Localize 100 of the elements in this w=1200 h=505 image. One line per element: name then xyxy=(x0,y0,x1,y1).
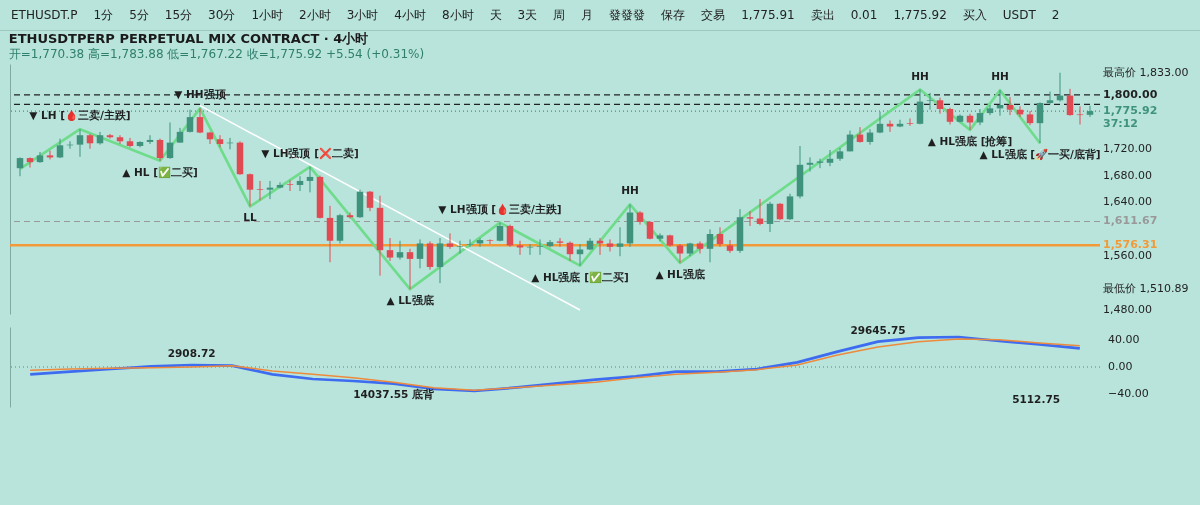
candlestick xyxy=(156,138,164,162)
candlestick xyxy=(706,228,714,263)
text: 8小时 xyxy=(440,6,475,24)
candlestick xyxy=(726,239,734,254)
text: 1分 xyxy=(92,6,115,24)
candlestick xyxy=(296,175,304,192)
text: 保存 xyxy=(660,6,687,24)
y-tick-label: 1,720.00 xyxy=(1103,141,1152,155)
candlestick xyxy=(216,134,224,148)
text: 2小时 xyxy=(298,6,332,24)
y-tick-label: 1,560.00 xyxy=(1103,249,1152,263)
annotation: ▲ LL强底 xyxy=(386,294,434,307)
candlestick xyxy=(346,212,354,220)
candlestick xyxy=(696,240,704,255)
candlestick xyxy=(256,180,264,201)
annotation: HH xyxy=(991,70,1009,83)
text: 3小时 xyxy=(345,6,380,24)
candlestick xyxy=(116,134,124,145)
candlestick xyxy=(56,138,64,159)
candlestick xyxy=(456,240,464,255)
text: ETHUSDT.P xyxy=(10,7,79,24)
text: USDT xyxy=(1001,7,1037,24)
candlestick xyxy=(436,237,444,284)
candlestick xyxy=(1006,96,1014,116)
ref-line-label: 1,800.00 xyxy=(1103,87,1158,101)
text: 1,775.91 xyxy=(740,7,796,24)
candlestick xyxy=(306,166,314,193)
candlestick xyxy=(656,232,664,242)
candlestick xyxy=(276,181,284,189)
candlestick xyxy=(986,104,994,116)
candlestick xyxy=(536,238,544,256)
candlestick xyxy=(676,243,684,264)
candlestick xyxy=(196,107,204,134)
candlestick xyxy=(396,240,404,261)
candlestick xyxy=(576,243,584,267)
annotation: 29645.75 xyxy=(850,323,906,336)
candlestick xyxy=(426,240,434,271)
candlestick xyxy=(286,179,294,192)
candlestick xyxy=(326,205,334,263)
annotation: ▼ LH [🩸三卖/主跌] xyxy=(29,109,131,123)
candlestick xyxy=(616,226,624,257)
annotation: HH xyxy=(621,184,639,197)
y-tick-label: 1,680.00 xyxy=(1103,168,1152,182)
candlestick xyxy=(106,133,114,140)
candlestick xyxy=(806,156,814,173)
candlestick xyxy=(386,237,394,262)
y-tick-label: 最低价 1,510.89 xyxy=(1103,282,1189,296)
candlestick xyxy=(746,210,754,227)
candlestick xyxy=(1046,91,1054,105)
candlestick xyxy=(926,92,934,111)
y-tick-label: 0.00 xyxy=(1108,360,1133,373)
candlestick xyxy=(606,238,614,252)
candlestick xyxy=(166,121,174,160)
candlestick xyxy=(506,224,514,248)
y-tick-label: 40.00 xyxy=(1108,333,1140,347)
text: 周 xyxy=(552,6,567,24)
annotation: ▼ LH强顶 [❌二卖] xyxy=(261,146,359,160)
annotation: ▲ LL强底 [🚀一买/底背] xyxy=(979,148,1101,162)
text: 交易 xyxy=(700,6,727,24)
candlestick xyxy=(516,240,524,256)
text: 4小时 xyxy=(393,6,427,24)
candlestick xyxy=(486,238,494,245)
annotation: LL xyxy=(243,211,257,224)
y-tick-label: 1,480.00 xyxy=(1103,302,1152,316)
text: 0.01 xyxy=(849,7,879,24)
candlestick xyxy=(786,193,794,221)
candlestick xyxy=(886,119,894,133)
candlestick xyxy=(76,128,84,158)
text: 天 xyxy=(488,6,503,24)
candlestick xyxy=(246,173,254,207)
y-tick-label: −40.00 xyxy=(1108,386,1149,400)
annotation: ▲ HL强底 [抢筹] xyxy=(927,134,1013,147)
text: 3天 xyxy=(516,6,539,24)
candlestick xyxy=(46,150,54,160)
annotation: 2908.72 xyxy=(167,347,216,359)
candlestick xyxy=(556,237,564,248)
annotation: 14037.55 底背 xyxy=(353,387,435,400)
text: 卖出 xyxy=(809,6,836,24)
candlestick xyxy=(906,117,914,127)
candlestick xyxy=(466,238,474,248)
annotation: ▲ HL [✅二买] xyxy=(122,165,198,179)
candlestick xyxy=(86,133,94,150)
candlestick xyxy=(816,158,824,169)
chart-subtitle: 开=1,770.38 高=1,783.88 低=1,767.22 收=1,775.92 +5.54 (+0.31%) xyxy=(8,47,425,61)
annotation: HH xyxy=(911,69,929,82)
text: 买入 xyxy=(961,6,988,24)
text: 1小时 xyxy=(250,6,285,24)
chart-title: ETHUSDTPERP PERPETUAL MIX CONTRACT · 4小时 xyxy=(8,31,369,46)
candlestick xyxy=(406,248,414,290)
candlestick xyxy=(446,232,454,250)
candlestick xyxy=(416,238,424,269)
candlestick xyxy=(1066,88,1074,117)
text: 30分 xyxy=(207,6,237,24)
y-tick-label: 最高价 1,833.00 xyxy=(1103,65,1189,79)
text: 發發發 xyxy=(608,6,647,24)
annotation: ▼ LH强顶 [🩸三卖/主跌] xyxy=(438,202,562,216)
text: 15分 xyxy=(163,6,194,24)
text: 2 xyxy=(1050,7,1061,24)
candlestick xyxy=(366,190,374,212)
candlestick xyxy=(1076,105,1084,125)
